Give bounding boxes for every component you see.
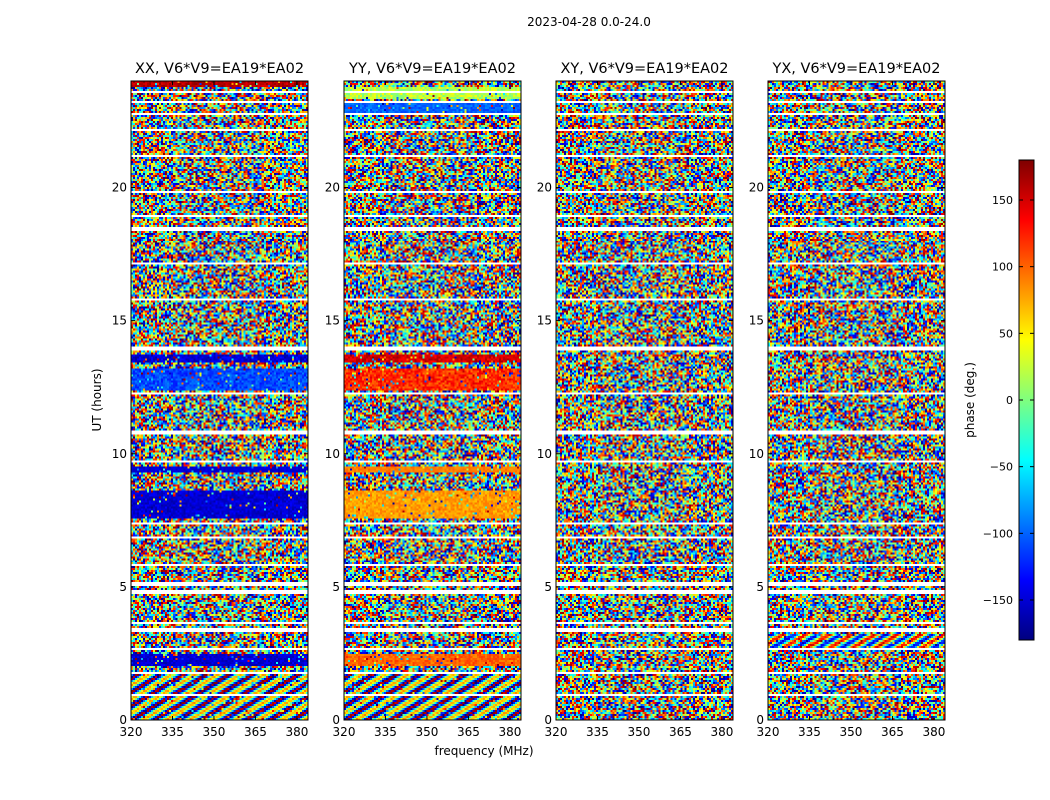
y-tick-label: 15	[749, 314, 764, 328]
x-tick-label: 365	[881, 725, 904, 739]
colorbar-tick-label: 0	[1006, 394, 1013, 407]
y-tick-label: 20	[749, 181, 764, 195]
figure-title: 2023-04-28 0.0-24.0	[527, 15, 651, 29]
axes-frame	[343, 80, 522, 721]
colorbar-tick-label: −150	[983, 594, 1013, 607]
panel-title: XY, V6*V9=EA19*EA02	[560, 61, 728, 77]
panels: XX, V6*V9=EA19*EA02 320 335 350 365 380 0 5 10 15…	[112, 61, 946, 739]
panel-title: YX, V6*V9=EA19*EA02	[771, 61, 940, 77]
y-tick-label: 15	[537, 314, 552, 328]
x-tick-label: 320	[757, 725, 780, 739]
y-tick-label: 5	[544, 580, 552, 594]
x-tick-label: 350	[628, 725, 651, 739]
colorbar-tick-label: 150	[992, 194, 1013, 207]
x-tick-label: 380	[922, 725, 945, 739]
x-tick-label: 320	[120, 725, 143, 739]
panel: XY, V6*V9=EA19*EA02 320 335 350 365 380 0 5 10 15…	[537, 61, 734, 739]
phase-heatmap	[768, 81, 945, 720]
y-tick-label: 0	[332, 713, 340, 727]
y-tick-label: 20	[537, 181, 552, 195]
panel: XX, V6*V9=EA19*EA02 320 335 350 365 380 0 5 10 15…	[112, 61, 309, 739]
axes-frame	[130, 80, 309, 721]
colorbar-label: phase (deg.)	[963, 362, 977, 438]
axes-frame	[767, 80, 946, 721]
y-tick-label: 5	[756, 580, 764, 594]
y-tick-label: 20	[112, 181, 127, 195]
y-tick-label: 0	[544, 713, 552, 727]
y-tick-label: 10	[537, 447, 552, 461]
x-tick-label: 365	[669, 725, 692, 739]
x-tick-label: 350	[416, 725, 439, 739]
colorbar-tick-label: 100	[992, 261, 1013, 274]
axes-frame	[555, 80, 734, 721]
y-tick-label: 15	[325, 314, 340, 328]
y-tick-label: 0	[119, 713, 127, 727]
x-tick-label: 335	[374, 725, 397, 739]
x-tick-label: 335	[161, 725, 184, 739]
phase-heatmap	[131, 81, 308, 720]
x-tick-label: 380	[710, 725, 733, 739]
x-tick-label: 320	[545, 725, 568, 739]
panel: YX, V6*V9=EA19*EA02 320 335 350 365 380 0 5 10 15…	[749, 61, 946, 739]
panel-title: XX, V6*V9=EA19*EA02	[135, 61, 304, 77]
panel-title: YY, V6*V9=EA19*EA02	[348, 61, 516, 77]
y-tick-label: 0	[756, 713, 764, 727]
phase-heatmap	[556, 81, 733, 720]
colorbar-tick-label: −100	[983, 527, 1013, 540]
x-tick-label: 350	[840, 725, 863, 739]
y-tick-label: 10	[112, 447, 127, 461]
colorbar-tick-label: 50	[999, 327, 1013, 340]
colorbar: 150 100 50 0 −50 −100 −150	[983, 159, 1035, 641]
x-tick-label: 365	[457, 725, 480, 739]
x-tick-label: 335	[586, 725, 609, 739]
y-tick-label: 20	[325, 181, 340, 195]
y-axis-label: UT (hours)	[90, 368, 104, 431]
y-tick-label: 5	[119, 580, 127, 594]
y-tick-label: 15	[112, 314, 127, 328]
y-tick-label: 5	[332, 580, 340, 594]
x-tick-label: 365	[244, 725, 267, 739]
colorbar-tick-label: −50	[990, 461, 1013, 474]
panel: YY, V6*V9=EA19*EA02 320 335 350 365 380 0 5 10 15…	[325, 61, 522, 739]
x-tick-label: 380	[285, 725, 308, 739]
y-tick-label: 10	[325, 447, 340, 461]
x-tick-label: 335	[798, 725, 821, 739]
x-tick-label: 380	[498, 725, 521, 739]
x-tick-label: 350	[203, 725, 226, 739]
phase-heatmap	[344, 81, 521, 720]
x-tick-label: 320	[333, 725, 356, 739]
y-tick-label: 10	[749, 447, 764, 461]
x-axis-label: frequency (MHz)	[434, 744, 533, 758]
